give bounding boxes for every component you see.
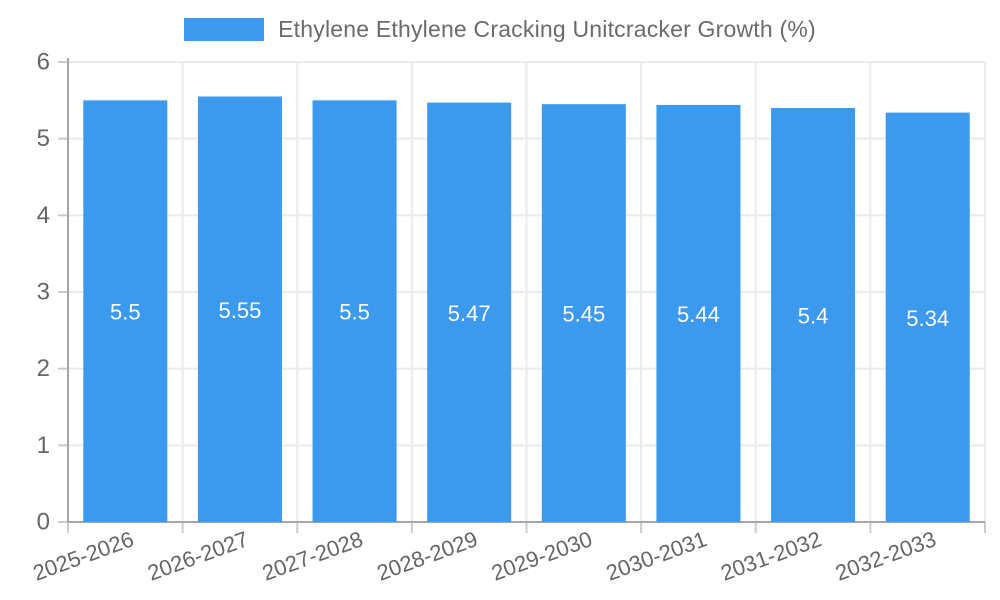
bar-value-label: 5.5 <box>339 300 370 325</box>
bar-value-label: 5.5 <box>110 300 141 325</box>
x-tick-label: 2028-2029 <box>373 526 480 585</box>
x-tick-label: 2026-2027 <box>144 526 251 585</box>
bar <box>656 104 741 522</box>
bar <box>197 96 282 522</box>
bar-value-label: 5.47 <box>448 301 491 326</box>
bar <box>83 100 168 522</box>
bar <box>541 104 626 523</box>
bar-value-label: 5.45 <box>562 302 605 327</box>
y-tick-label: 5 <box>37 125 50 152</box>
y-tick-label: 6 <box>37 49 50 76</box>
y-tick-label: 0 <box>37 509 50 536</box>
bar-value-label: 5.4 <box>798 304 829 329</box>
chart-legend: Ethylene Ethylene Cracking Unitcracker G… <box>0 16 1000 43</box>
y-tick-label: 1 <box>37 432 50 459</box>
x-tick-label: 2031-2032 <box>717 526 824 585</box>
y-tick-label: 4 <box>37 202 50 229</box>
y-tick-label: 3 <box>37 279 50 306</box>
bar <box>312 100 397 522</box>
bar-value-label: 5.34 <box>906 306 949 331</box>
x-tick-label: 2030-2031 <box>603 526 710 585</box>
bar <box>427 102 512 522</box>
legend-item[interactable]: Ethylene Ethylene Cracking Unitcracker G… <box>184 16 816 43</box>
x-tick-label: 2032-2033 <box>832 526 939 585</box>
bar-value-label: 5.44 <box>677 302 720 327</box>
bar <box>885 112 970 522</box>
bar-value-label: 5.55 <box>219 298 262 323</box>
y-tick-label: 2 <box>37 355 50 382</box>
bar <box>771 108 856 522</box>
legend-label: Ethylene Ethylene Cracking Unitcracker G… <box>278 16 816 42</box>
x-tick-label: 2029-2030 <box>488 526 595 585</box>
x-tick-label: 2027-2028 <box>259 526 366 585</box>
legend-swatch <box>184 18 265 41</box>
